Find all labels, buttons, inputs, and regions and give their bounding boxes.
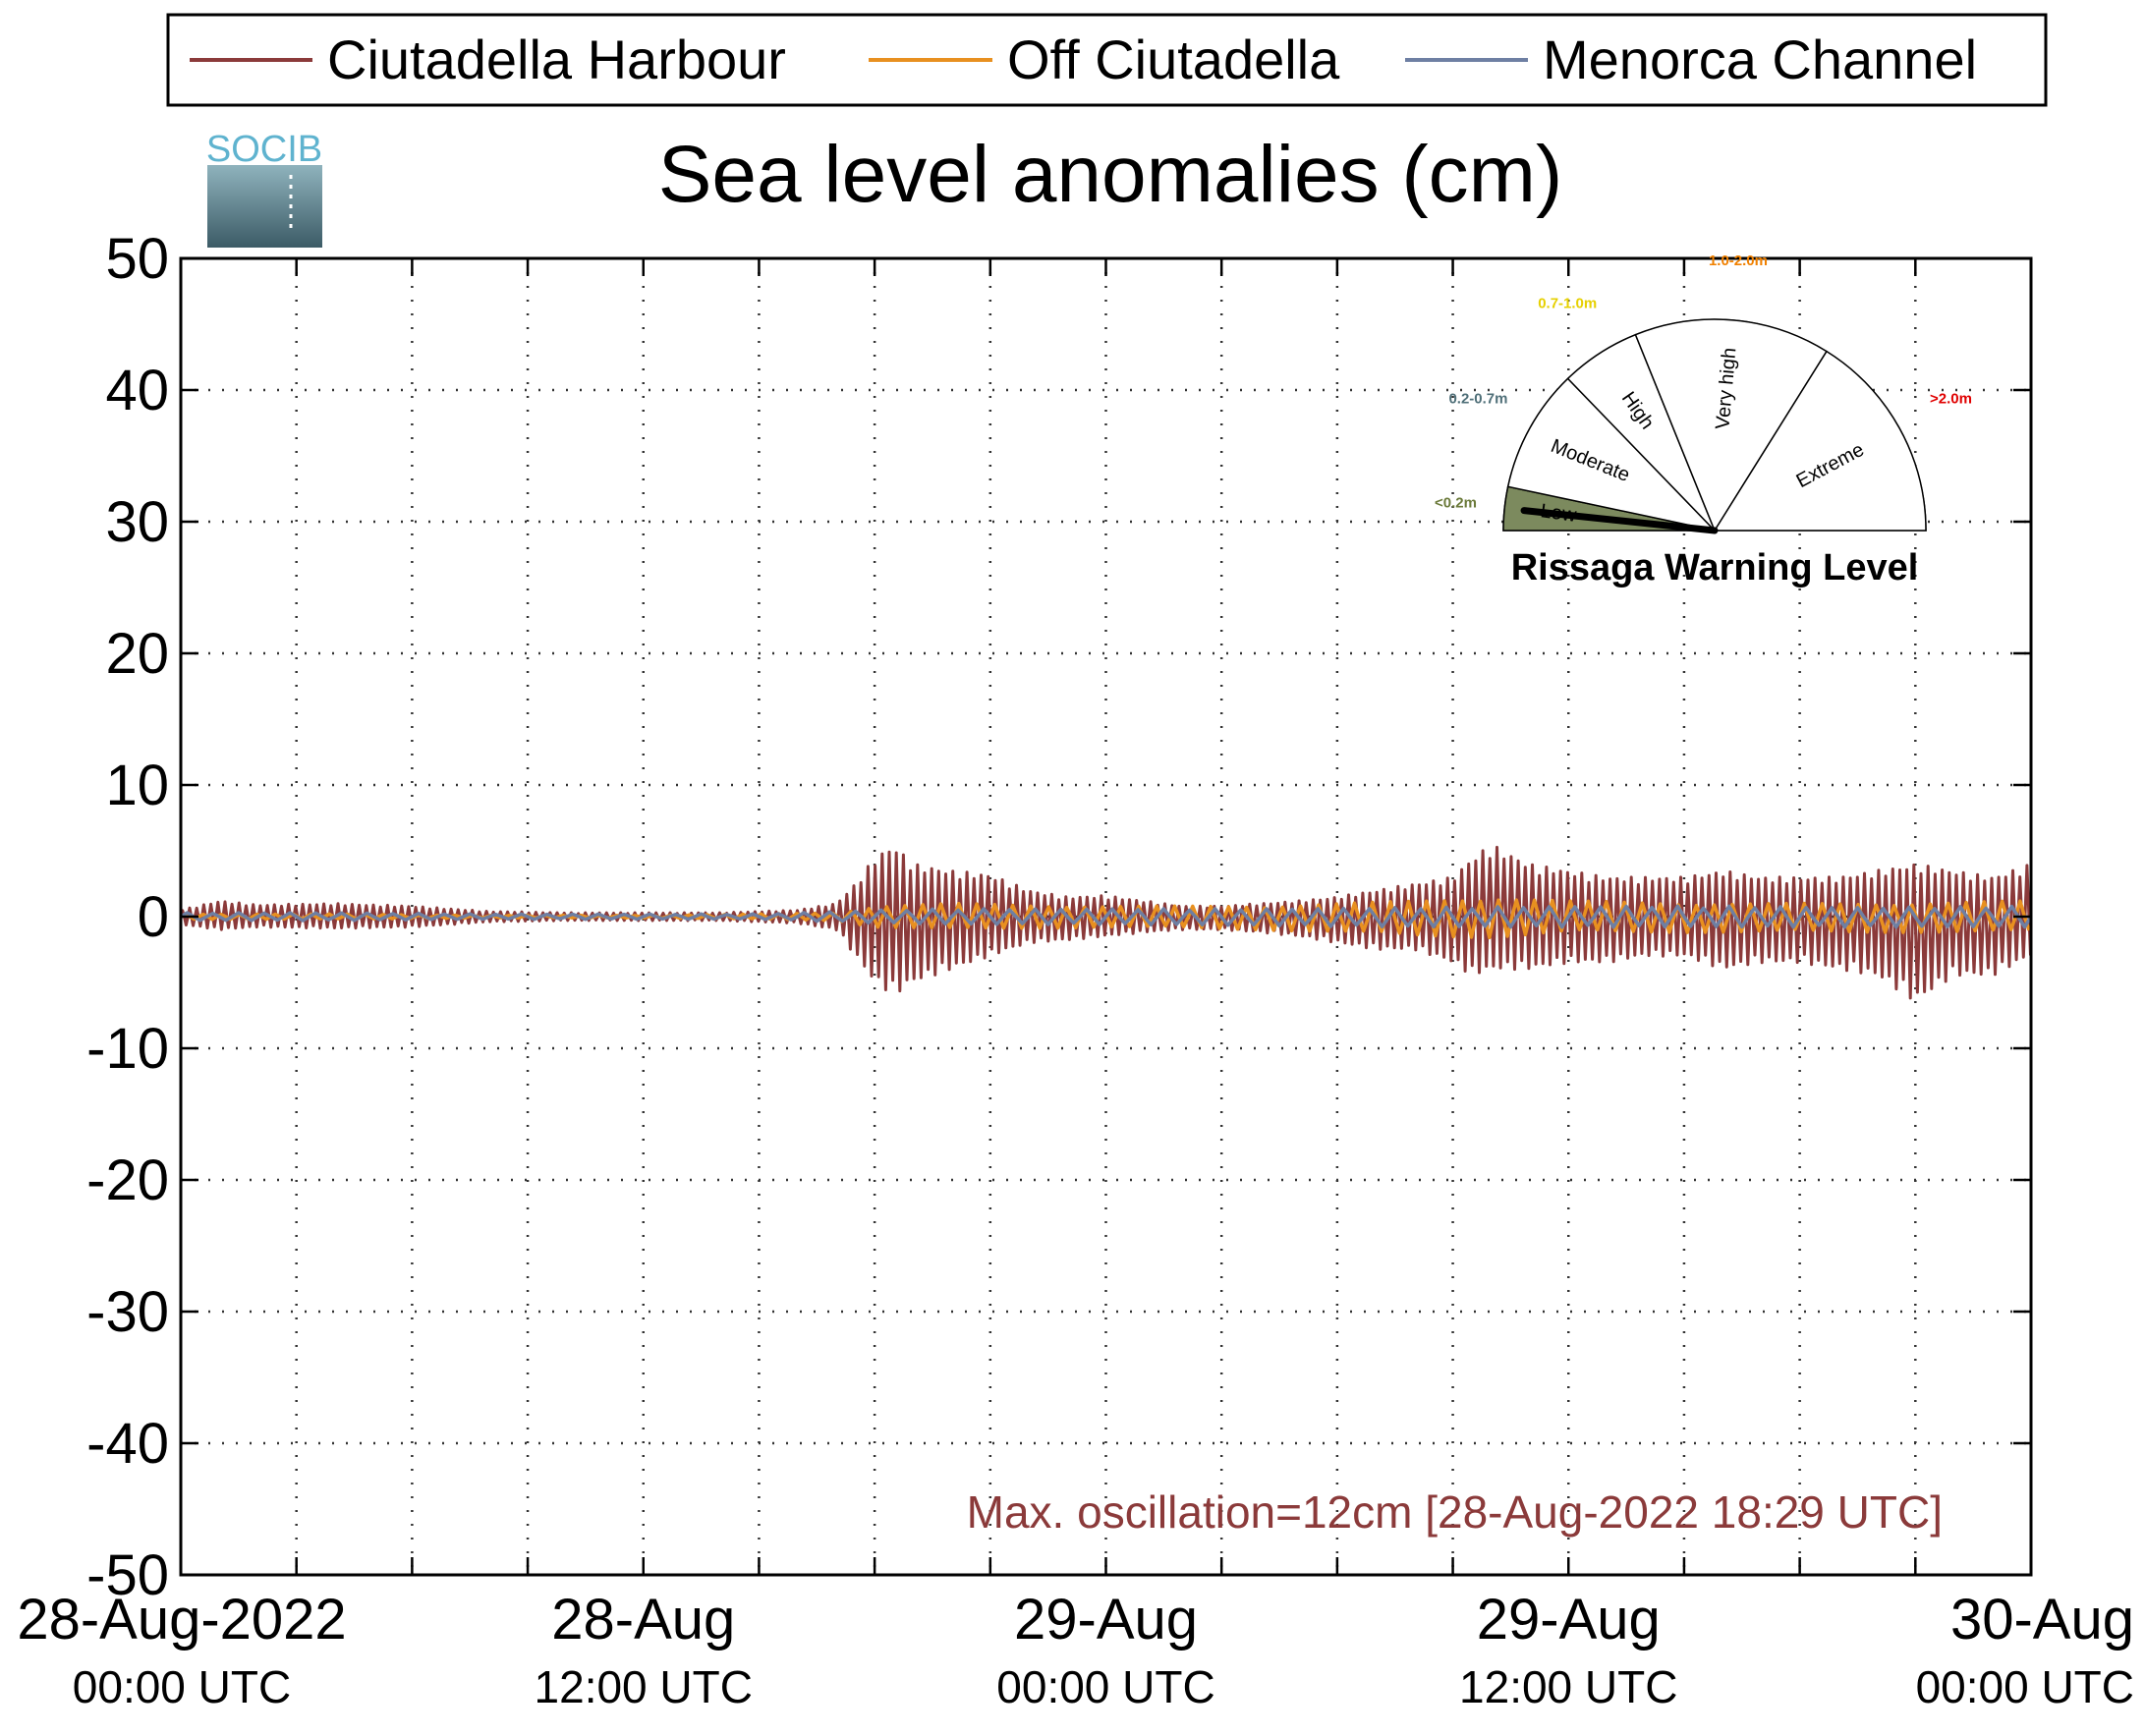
legend-label-off-ciutadella: Off Ciutadella — [1007, 28, 1340, 90]
series-line-menorca-channel — [180, 904, 2033, 929]
legend-label-ciutadella-harbour: Ciutadella Harbour — [327, 28, 786, 90]
legend: Ciutadella Harbour Off Ciutadella Menorc… — [166, 13, 2048, 107]
y-axis: 50 40 30 20 10 0 -10 -20 -30 -40 -50 — [86, 227, 2031, 1607]
gauge-sector-very-high — [1634, 318, 1828, 532]
gauge-range-label: 0.2-0.7m — [1448, 391, 1507, 408]
y-tick-label: -40 — [86, 1412, 169, 1476]
x-tick-label-time: 00:00 UTC — [1916, 1661, 2134, 1712]
socib-logo: SOCIB — [206, 129, 322, 248]
gauge-title: Rissaga Warning Level — [1511, 547, 1919, 588]
gauge-range-label: 1.0-2.0m — [1709, 252, 1768, 269]
gauge-range-label: <0.2m — [1435, 494, 1477, 511]
x-tick-label-date: 28-Aug-2022 — [17, 1588, 346, 1652]
legend-box — [166, 13, 2048, 107]
gauge-sector-extreme — [1713, 350, 1927, 532]
chart-title: Sea level anomalies (cm) — [658, 130, 1563, 219]
gauge-needle — [1520, 507, 1719, 534]
x-tick-label-time: 00:00 UTC — [73, 1661, 291, 1712]
y-tick-label: -20 — [86, 1148, 169, 1212]
x-tick-label-date: 28-Aug — [551, 1588, 735, 1652]
x-tick-label-date: 29-Aug — [1477, 1588, 1661, 1652]
y-tick-label: -10 — [86, 1017, 169, 1081]
y-tick-label: 0 — [138, 885, 169, 949]
y-tick-label: 30 — [105, 490, 169, 554]
x-tick-label-date: 30-Aug — [1950, 1588, 2134, 1652]
series-lines — [179, 845, 2033, 1000]
y-tick-label: 50 — [105, 227, 169, 291]
x-tick-label-time: 12:00 UTC — [1459, 1661, 1677, 1712]
series-line-ciutadella-harbour — [179, 845, 2032, 1000]
legend-label-menorca-channel: Menorca Channel — [1543, 28, 1977, 90]
y-tick-label: -30 — [86, 1280, 169, 1344]
gauge-sector-moderate — [1506, 377, 1718, 532]
y-tick-label: 10 — [105, 754, 169, 817]
y-tick-label: -50 — [86, 1543, 169, 1607]
max-oscillation-annotation: Max. oscillation=12cm [28-Aug-2022 18:29… — [967, 1486, 1943, 1538]
x-tick-label-date: 29-Aug — [1014, 1588, 1198, 1652]
x-axis: 28-Aug-2022 00:00 UTC 28-Aug 12:00 UTC 29-Au… — [17, 258, 2134, 1712]
x-tick-label-time: 00:00 UTC — [996, 1661, 1214, 1712]
x-tick-label-time: 12:00 UTC — [535, 1661, 753, 1712]
gauge-range-label: >2.0m — [1930, 391, 1972, 408]
rissaga-warning-gauge: Low<0.2mModerate0.2-0.7mHigh0.7-1.0mVery… — [1435, 252, 1972, 534]
logo-text: SOCIB — [206, 129, 322, 170]
y-tick-label: 20 — [105, 622, 169, 686]
plot-area: 50 40 30 20 10 0 -10 -20 -30 -40 -50 28-Aug-2022 00… — [17, 227, 2134, 1712]
y-tick-label: 40 — [105, 359, 169, 422]
gauge-range-label: 0.7-1.0m — [1538, 295, 1597, 311]
